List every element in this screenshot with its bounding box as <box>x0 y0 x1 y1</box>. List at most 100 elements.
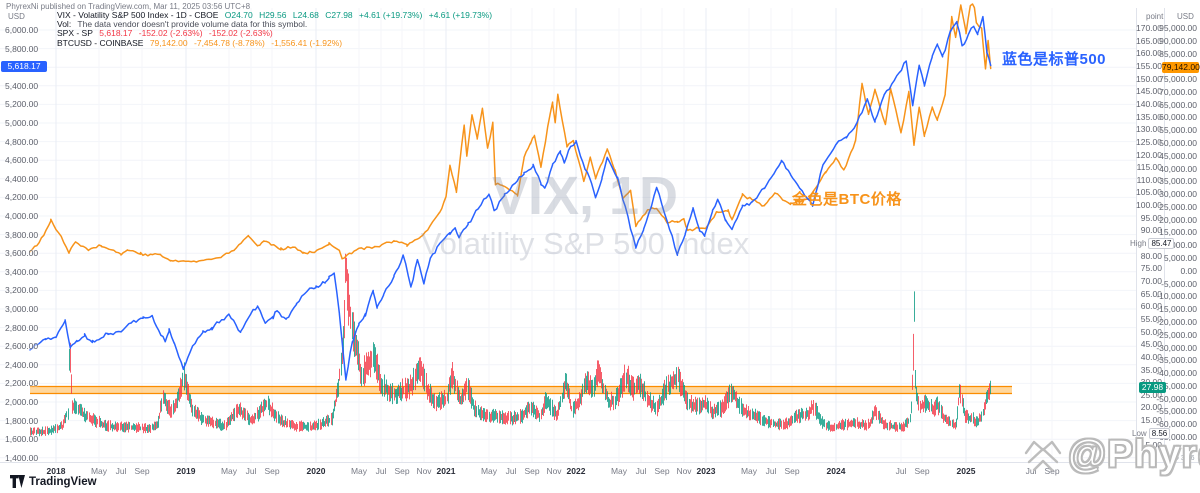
point-axis-title: point <box>1146 12 1164 21</box>
time-axis-year-label: 2022 <box>566 466 586 476</box>
btc-change-pct: -1,556.41 (-1.92%) <box>271 37 343 48</box>
point-axis-tick: 75.00 <box>1140 263 1162 273</box>
usd-axis-tick: -30,000.00 <box>1156 343 1197 353</box>
btc-last-price-label: 79,142.00 <box>1162 62 1200 73</box>
usd-axis-tick: 45,000.00 <box>1159 151 1197 161</box>
point-axis-tick: 125.00 <box>1136 137 1162 147</box>
tradingview-wordmark: TradingView <box>29 475 97 488</box>
legend-row-vix[interactable]: VIX - Volatility S&P 500 Index - 1D - CB… <box>57 10 496 20</box>
usd-axis-tick: -40,000.00 <box>1156 368 1197 378</box>
usd-axis-tick: -65,000.00 <box>1156 432 1197 442</box>
point-axis-tick: 45.00 <box>1140 339 1162 349</box>
point-axis-tick: 95.00 <box>1140 213 1162 223</box>
legend-row-spx[interactable]: SPX - SP 5,618.17 -152.02 (-2.63%) -152.… <box>57 29 496 38</box>
time-axis-year-label: 2020 <box>306 466 326 476</box>
point-axis-tick: 50.00 <box>1140 327 1162 337</box>
left-axis-tick: 2,000.00 <box>5 397 39 407</box>
time-axis-month-label: Nov <box>676 466 692 476</box>
point-axis-tick: 15.00 <box>1140 415 1162 425</box>
usd-axis-tick: 40,000.00 <box>1159 164 1197 174</box>
vol-message: The data vendor doesn't provide volume d… <box>77 19 308 30</box>
time-axis-month-label: Jul <box>635 466 647 476</box>
usd-axis-tick: -35,000.00 <box>1156 355 1197 365</box>
time-axis-year-label: 2025 <box>956 466 976 476</box>
usd-axis-tick: 60,000.00 <box>1159 112 1197 122</box>
vix-last-price-label: 27.98 <box>1139 382 1166 393</box>
time-axis-month-label: Jul <box>1025 466 1037 476</box>
usd-axis-tick: 55,000.00 <box>1159 125 1197 135</box>
usd-axis-tick: 75,000.00 <box>1159 74 1197 84</box>
usd-axis-tick: -45,000.00 <box>1156 381 1197 391</box>
point-axis-tick: 35.00 <box>1140 365 1162 375</box>
point-axis-tick: 120.00 <box>1136 150 1162 160</box>
spx-change: -152.02 (-2.63%) <box>138 28 203 39</box>
usd-axis-tick: 15,000.00 <box>1159 227 1197 237</box>
annotation-btc[interactable]: 金色是BTC价格 <box>792 191 902 208</box>
time-axis-month-label: May <box>350 466 368 476</box>
time-axis-month-label: May <box>480 466 498 476</box>
time-axis-month-label: Nov <box>416 466 432 476</box>
point-axis-tick: 160.00 <box>1136 48 1162 58</box>
time-axis-month-label: Nov <box>546 466 562 476</box>
spx-value: 5,618.17 <box>99 28 133 39</box>
time-axis-month-label: Jul <box>375 466 387 476</box>
usd-axis-tick: 5,000.00 <box>1163 253 1197 263</box>
time-axis-month-label: Jul <box>245 466 257 476</box>
author-signature: @PhyrexNi <box>1022 433 1200 477</box>
usd-axis-tick: 10,000.00 <box>1159 240 1197 250</box>
left-axis-tick: 4,600.00 <box>5 155 39 165</box>
time-axis-month-label: Sep <box>654 466 670 476</box>
left-axis-tick: 6,000.00 <box>5 25 39 35</box>
crown-icon <box>1024 440 1062 472</box>
left-axis-tick: 4,000.00 <box>5 211 39 221</box>
left-axis-tick: 3,600.00 <box>5 248 39 258</box>
legend-row-volume[interactable]: Vol: The data vendor doesn't provide vol… <box>57 20 496 29</box>
point-axis-tick: 145.00 <box>1136 86 1162 96</box>
left-axis-tick: 3,400.00 <box>5 267 39 277</box>
point-axis-tick: 70.00 <box>1140 276 1162 286</box>
change-abs: +4.61 (+19.73%) <box>359 10 423 20</box>
left-axis-tick: 4,400.00 <box>5 174 39 184</box>
usd-axis-tick: -5,000.00 <box>1161 279 1197 289</box>
spx-title: SPX - SP <box>57 28 93 39</box>
ohlc-open: O24.70 <box>224 10 253 20</box>
point-axis-tick: 170.00 <box>1136 23 1162 33</box>
left-axis-tick: 3,800.00 <box>5 230 39 240</box>
time-axis-month-label: Sep <box>914 466 930 476</box>
usd-axis-tick: 35,000.00 <box>1159 176 1197 186</box>
time-axis-month-label: Sep <box>394 466 410 476</box>
annotation-sp500[interactable]: 蓝色是标普500 <box>1002 51 1107 68</box>
usd-axis-tick: -20,000.00 <box>1156 317 1197 327</box>
spx-change-pct: -152.02 (-2.63%) <box>208 28 273 39</box>
signature-text: @PhyrexNi <box>1067 433 1200 477</box>
time-axis-month-label: May <box>740 466 758 476</box>
usd-axis-tick: -50,000.00 <box>1156 394 1197 404</box>
usd-axis-tick: -25,000.00 <box>1156 330 1197 340</box>
time-scale[interactable]: 2018 May Jul Sep 2019 May Jul Sep 2020 May Jul Sep N… <box>0 466 1200 480</box>
usd-axis-tick: 25,000.00 <box>1159 202 1197 212</box>
time-axis-year-label: 2018 <box>46 466 66 476</box>
left-axis-tick: 4,800.00 <box>5 137 39 147</box>
usd-axis-tick: 70,000.00 <box>1159 87 1197 97</box>
time-axis-year-label: 2024 <box>826 466 846 476</box>
left-axis-tick: 1,600.00 <box>5 434 39 444</box>
btc-value: 79,142.00 <box>149 37 188 48</box>
point-axis-tick: 165.00 <box>1136 36 1162 46</box>
point-axis-tick: 110.00 <box>1136 175 1162 185</box>
left-axis-tick: 1,400.00 <box>5 453 39 463</box>
point-axis-tick: 135.00 <box>1136 112 1162 122</box>
point-axis-tick: 105.00 <box>1136 187 1162 197</box>
usd-axis-tick: -55,000.00 <box>1156 406 1197 416</box>
tradingview-logo[interactable]: TradingView <box>10 475 97 488</box>
usd-axis-tick: -10,000.00 <box>1156 291 1197 301</box>
usd-axis-tick: 65,000.00 <box>1159 100 1197 110</box>
low-marker: Low 8.56 <box>1132 428 1171 439</box>
legend-row-btc[interactable]: BTCUSD - COINBASE 79,142.00 -7,454.78 (-… <box>57 37 496 48</box>
left-axis-tick: 1,800.00 <box>5 416 39 426</box>
point-axis-tick: 115.00 <box>1136 162 1162 172</box>
usd-axis-tick: 0.00 <box>1180 266 1197 276</box>
time-axis-month-label: Jul <box>505 466 517 476</box>
point-axis-tick: 140.00 <box>1136 99 1162 109</box>
